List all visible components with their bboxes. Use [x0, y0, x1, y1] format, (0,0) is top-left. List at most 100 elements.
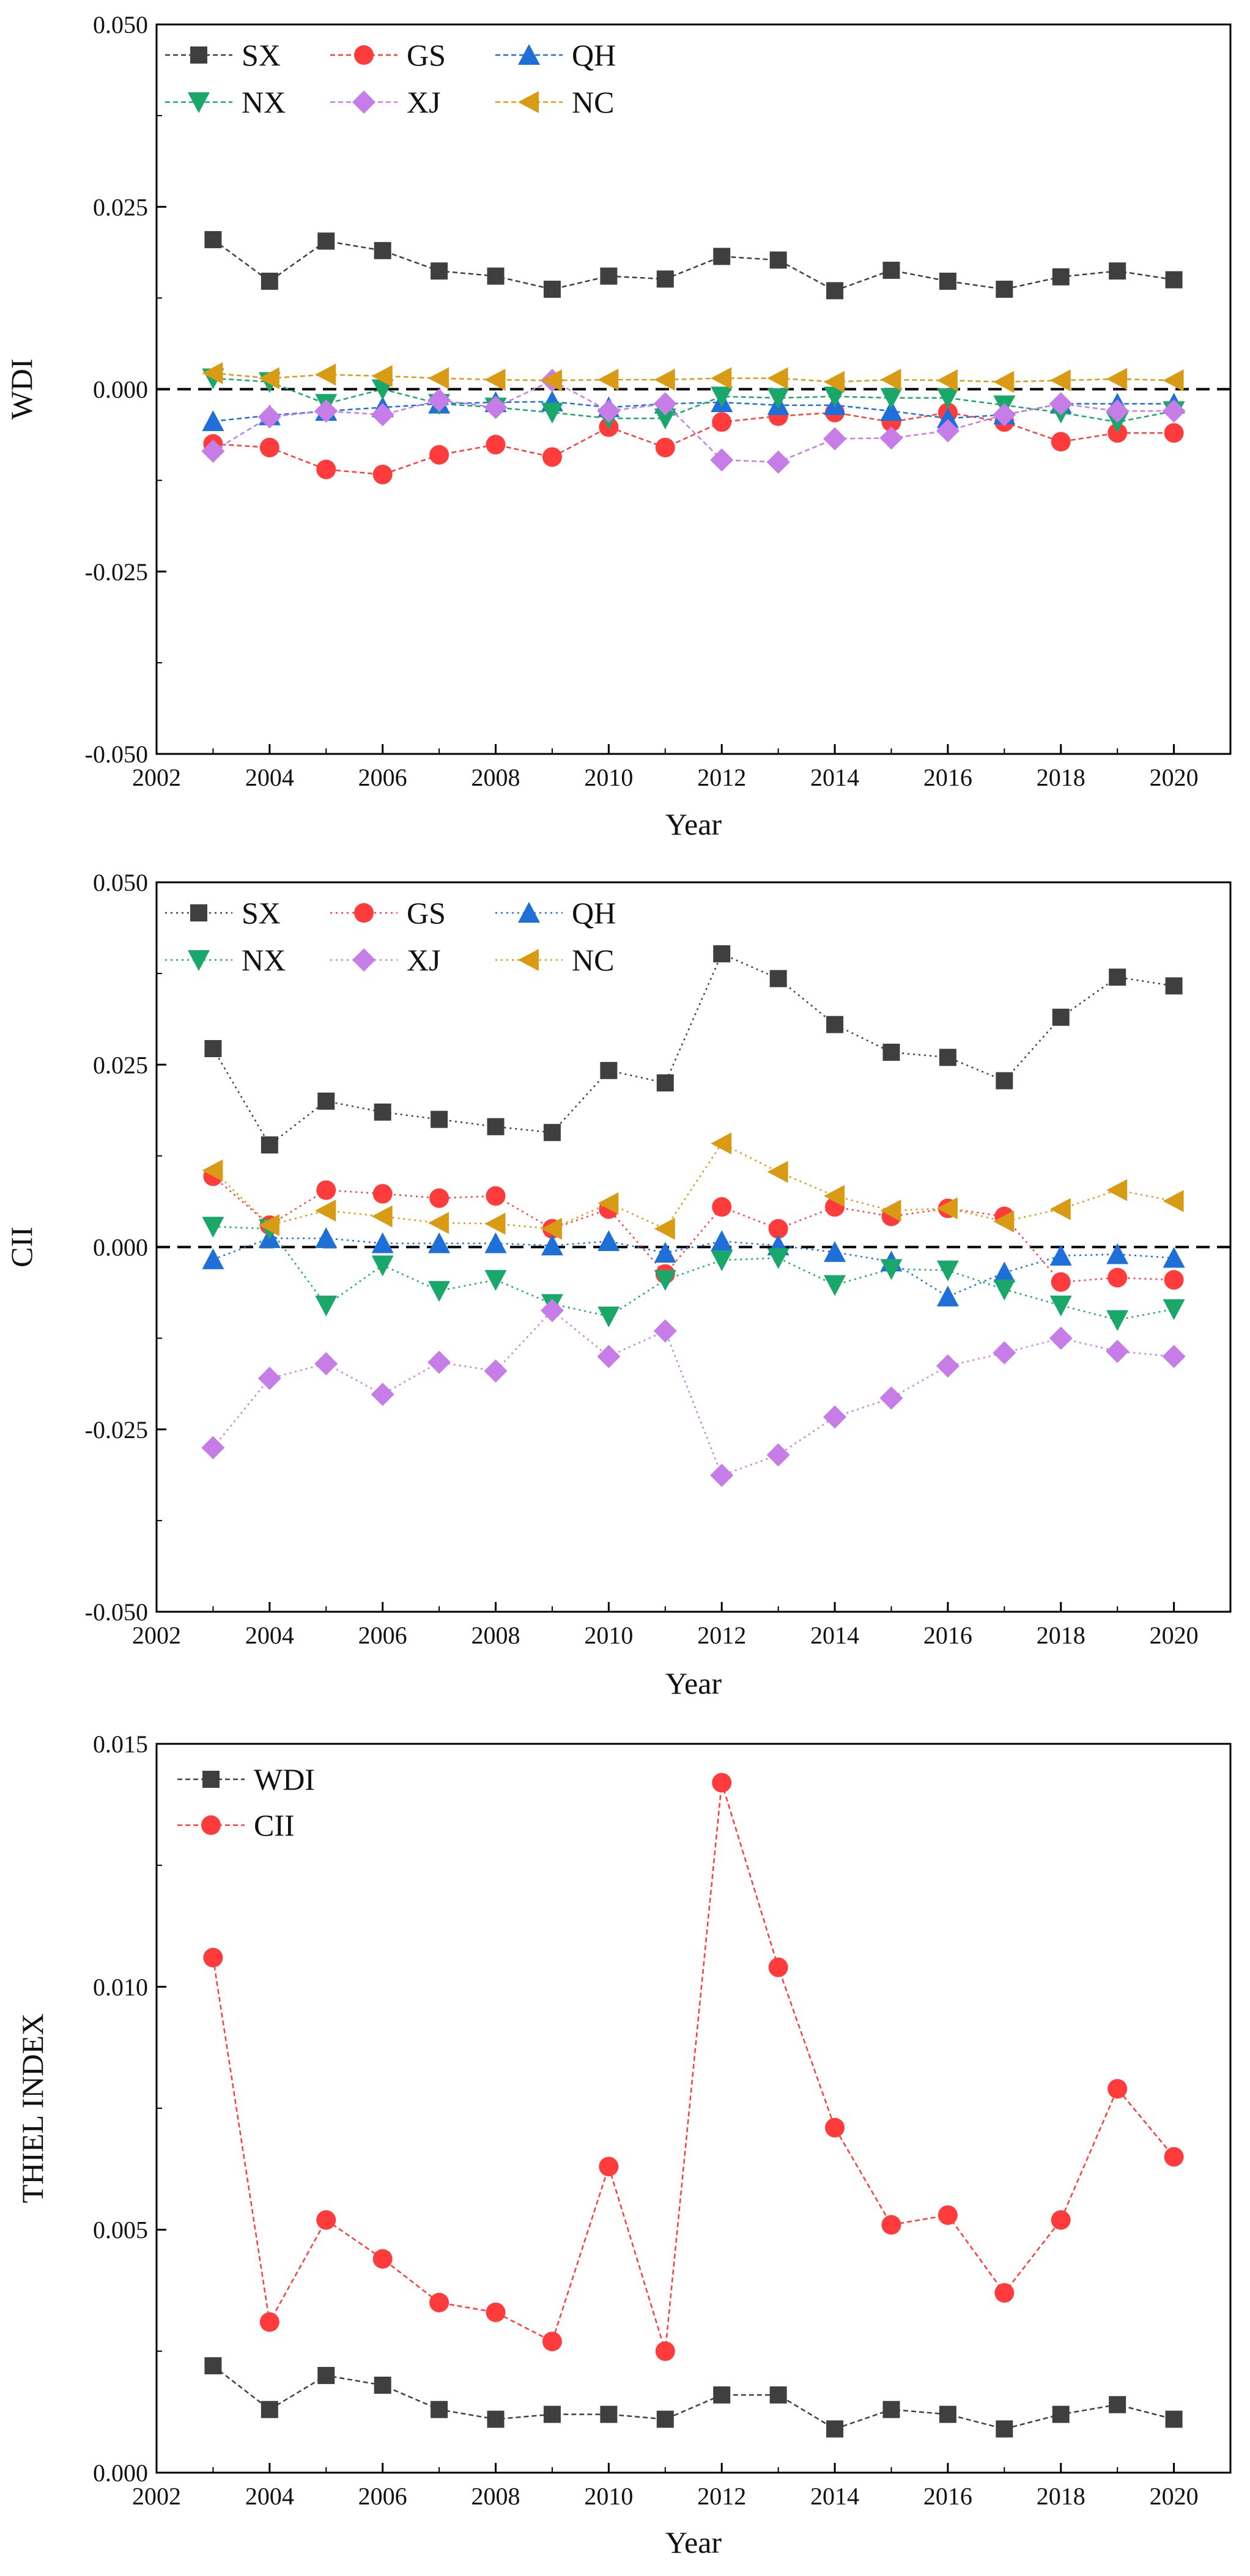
wdi-sx-point	[1109, 262, 1126, 280]
wdi-series-nc	[202, 362, 1184, 393]
wdi-gs-point	[429, 445, 449, 465]
cii-x-tick-label: 2016	[923, 1622, 972, 1649]
cii-x-tick-label: 2012	[697, 1622, 746, 1649]
cii-nx-point	[993, 1279, 1016, 1301]
cii-gs-point	[372, 1184, 393, 1204]
thiel-cii-point	[542, 2331, 562, 2352]
cii-gs-point	[1108, 1268, 1128, 1288]
cii-nc-point	[484, 1212, 506, 1235]
thiel-legend-label-cii: CII	[254, 1808, 295, 1842]
wdi-xj-point	[314, 399, 338, 423]
cii-nc-point	[824, 1184, 845, 1207]
wdi-xj-line	[212, 379, 1174, 463]
thiel-wdi-point	[996, 2420, 1013, 2438]
thiel-wdi-point	[374, 2376, 391, 2394]
cii-xj-point	[1106, 1340, 1130, 1364]
wdi-nc-point	[428, 367, 449, 389]
wdi-legend-item-gs: GS	[330, 38, 446, 72]
wdi-xj-point	[257, 405, 281, 429]
cii-legend-label-xj: XJ	[407, 943, 441, 977]
wdi-sx-point	[204, 231, 222, 248]
thiel-legend: WDI CII	[177, 1762, 315, 1842]
cii-nx-point	[1106, 1310, 1129, 1331]
cii-legend-label-gs: GS	[407, 896, 446, 930]
cii-legend-marker-gs	[354, 903, 374, 923]
cii-nx-line	[213, 1225, 1174, 1321]
thiel-x-tick-label: 2018	[1037, 2482, 1085, 2510]
thiel-y-tick-label: 0.015	[93, 1730, 148, 1758]
wdi-nc-line	[213, 372, 1174, 383]
cii-xj-point	[710, 1463, 734, 1487]
thiel-wdi-point	[939, 2405, 956, 2423]
wdi-sx-point	[882, 262, 900, 279]
thiel-x-tick-label: 2014	[810, 2482, 859, 2510]
thiel-cii-point	[994, 2283, 1015, 2303]
cii-legend-marker-xj	[352, 948, 375, 972]
thiel-x-tick-label: 2006	[358, 2482, 407, 2510]
cii-legend-marker-nc	[518, 949, 539, 971]
cii-xj-point	[371, 1382, 394, 1406]
cii-xj-point	[427, 1350, 451, 1374]
wdi-sx-point	[487, 267, 505, 285]
cii-xj-point	[597, 1345, 621, 1368]
thiel-cii-point	[825, 2117, 845, 2138]
cii-qh-point	[1163, 1247, 1185, 1268]
thiel-series-wdi	[204, 2357, 1183, 2438]
thiel-wdi-point	[769, 2386, 787, 2404]
wdi-y-tick-label: -0.025	[85, 558, 148, 586]
cii-sx-point	[204, 1040, 222, 1058]
cii-qh-point	[597, 1230, 620, 1251]
cii-series-nx	[202, 1217, 1185, 1331]
cii-qh-point	[711, 1230, 733, 1251]
wdi-x-tick-label: 2008	[472, 764, 520, 791]
cii-nc-point	[711, 1132, 732, 1155]
wdi-y-tick-label: 0.025	[93, 193, 148, 221]
wdi-x-tick-label: 2010	[584, 764, 633, 791]
cii-xj-point	[936, 1354, 960, 1378]
cii-xj-line	[212, 1309, 1174, 1477]
wdi-nc-point	[315, 363, 336, 386]
wdi-legend-item-qh: QH	[495, 38, 616, 72]
wdi-sx-point	[826, 282, 844, 300]
cii-sx-point	[374, 1103, 391, 1121]
cii-sx-point	[1052, 1008, 1070, 1026]
cii-qh-point	[824, 1241, 846, 1262]
cii-sx-point	[826, 1016, 844, 1033]
cii-x-tick-label: 2018	[1037, 1622, 1085, 1649]
thiel-legend-marker-wdi	[202, 1771, 220, 1788]
wdi-nx-point	[541, 402, 563, 424]
cii-nx-point	[654, 1270, 676, 1291]
cii-sx-point	[1109, 969, 1126, 986]
wdi-nc-point	[824, 371, 845, 393]
cii-sx-point	[487, 1118, 505, 1135]
cii-y-tick-label: -0.050	[85, 1598, 148, 1626]
wdi-qh-point	[880, 400, 903, 421]
wdi-series-gs	[203, 402, 1184, 485]
thiel-cii-point	[655, 2341, 675, 2361]
wdi-nc-point	[202, 362, 223, 385]
thiel-wdi-point	[826, 2420, 844, 2438]
wdi-nc-point	[541, 369, 562, 392]
wdi-sx-point	[996, 281, 1013, 298]
thiel-y-tick-label: 0.000	[93, 2459, 148, 2487]
cii-nx-point	[371, 1255, 394, 1277]
cii-sx-point	[317, 1092, 335, 1110]
wdi-xj-point	[1049, 392, 1073, 416]
wdi-sx-point	[769, 251, 787, 269]
thiel-x-tick-label: 2004	[245, 2482, 294, 2510]
cii-gs-point	[1164, 1270, 1184, 1290]
cii-legend-label-sx: SX	[242, 896, 281, 930]
wdi-nc-point	[880, 368, 901, 391]
wdi-series-xj	[201, 369, 1186, 474]
cii-gs-point	[486, 1186, 506, 1206]
cii-x-tick-label: 2008	[472, 1622, 520, 1649]
thiel-x-tick-label: 2020	[1150, 2482, 1199, 2510]
cii-gs-point	[316, 1180, 336, 1200]
wdi-x-axis-title: Year	[665, 807, 722, 841]
thiel-wdi-point	[317, 2367, 335, 2385]
thiel-y-tick-label: 0.005	[93, 2216, 148, 2244]
cii-gs-point	[1051, 1272, 1071, 1292]
wdi-legend-label-sx: SX	[242, 38, 281, 72]
